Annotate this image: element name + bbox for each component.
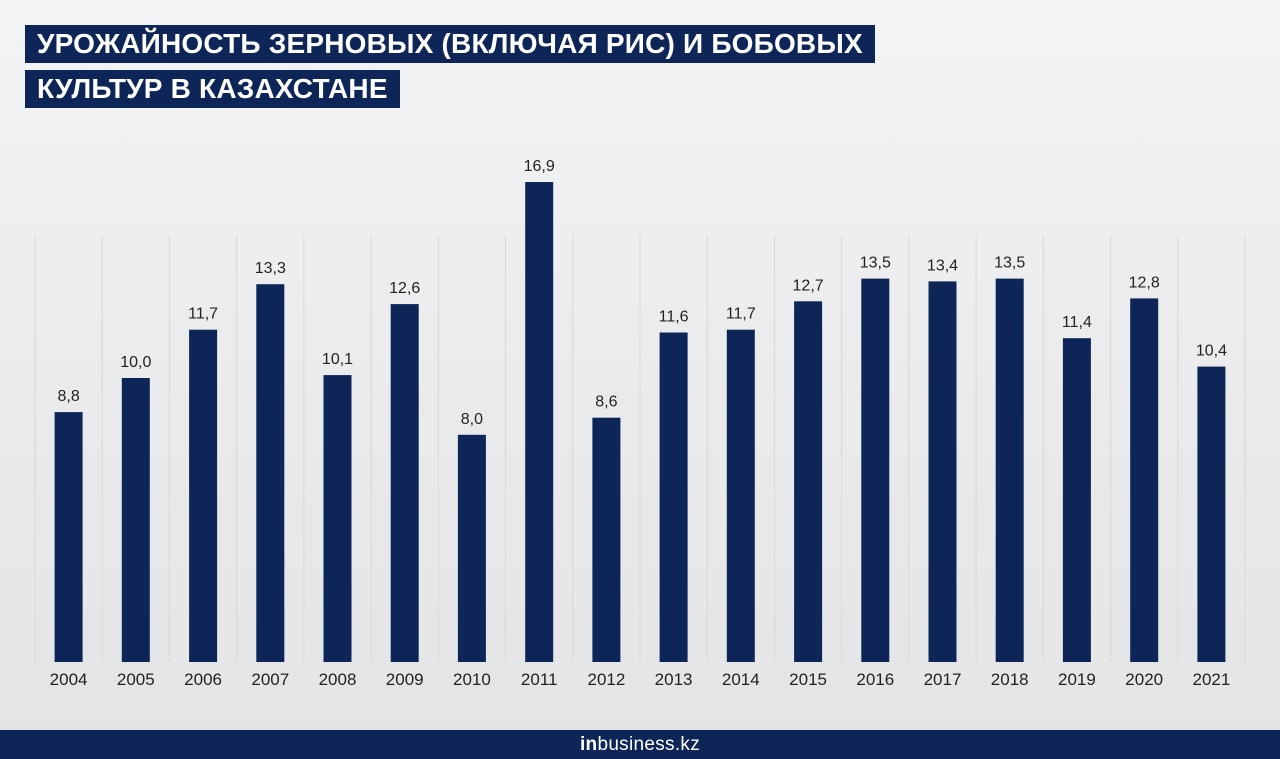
category-labels: 2004 2005 2006 2007 2008 2009 2010 2011 2012 2013… xyxy=(50,670,1231,689)
bar-2008 xyxy=(323,375,352,662)
bar-2006 xyxy=(189,329,218,662)
value-labels: 8,8 10,0 11,7 13,3 10,1 12,6 8,0 16,9 8,6 11,6 11,… xyxy=(57,158,1227,428)
title-line-1: УРОЖАЙНОСТЬ ЗЕРНОВЫХ (ВКЛЮЧАЯ РИС) И БОБ… xyxy=(25,25,875,63)
bar-2012 xyxy=(592,417,621,662)
category-label-2012: 2012 xyxy=(587,670,625,689)
value-label-2008: 10,1 xyxy=(322,351,353,368)
value-label-2011: 16,9 xyxy=(524,158,555,175)
value-label-2013: 11,6 xyxy=(659,309,689,326)
footer-bar: inbusiness.kz xyxy=(0,730,1280,759)
category-label-2016: 2016 xyxy=(856,670,894,689)
brand-logo: inbusiness.kz xyxy=(580,734,700,756)
bar-2018 xyxy=(995,278,1024,662)
bar-2013 xyxy=(659,332,688,662)
bar-2021 xyxy=(1197,366,1226,662)
value-label-2019: 11,4 xyxy=(1062,314,1092,331)
value-label-2010: 8,0 xyxy=(461,411,483,428)
category-label-2007: 2007 xyxy=(251,670,289,689)
bar-2015 xyxy=(794,301,823,662)
value-label-2015: 12,7 xyxy=(793,277,824,294)
value-label-2014: 11,7 xyxy=(726,306,756,323)
bar-2005 xyxy=(121,378,150,662)
category-label-2018: 2018 xyxy=(991,670,1029,689)
bar-2019 xyxy=(1062,338,1091,662)
value-label-2018: 13,5 xyxy=(994,255,1025,272)
category-label-2019: 2019 xyxy=(1058,670,1096,689)
bar-2009 xyxy=(390,304,419,662)
bars xyxy=(54,182,1226,662)
bar-2011 xyxy=(525,182,554,662)
brand-name: business.kz xyxy=(597,733,701,755)
value-label-2021: 10,4 xyxy=(1196,343,1227,360)
category-label-2004: 2004 xyxy=(50,670,88,689)
category-label-2013: 2013 xyxy=(655,670,693,689)
bar-2004 xyxy=(54,412,83,662)
value-label-2005: 10,0 xyxy=(120,354,151,371)
value-label-2006: 11,7 xyxy=(188,306,218,323)
category-label-2008: 2008 xyxy=(319,670,357,689)
brand-prefix: in xyxy=(579,733,598,755)
column-separators xyxy=(34,235,1246,662)
value-label-2009: 12,6 xyxy=(389,280,420,297)
bar-2010 xyxy=(457,434,486,662)
title-line-2: КУЛЬТУР В КАЗАХСТАНЕ xyxy=(25,70,400,108)
bar-2014 xyxy=(726,329,755,662)
value-label-2012: 8,6 xyxy=(595,394,617,411)
category-label-2009: 2009 xyxy=(386,670,424,689)
bar-2016 xyxy=(861,278,890,662)
value-label-2017: 13,4 xyxy=(927,257,958,274)
bar-chart: 8,8 10,0 11,7 13,3 10,1 12,6 8,0 16,9 8,6 11,6 11,… xyxy=(34,158,1246,689)
category-label-2021: 2021 xyxy=(1192,670,1230,689)
bar-2017 xyxy=(928,281,957,662)
category-label-2006: 2006 xyxy=(184,670,222,689)
bar-2020 xyxy=(1130,298,1159,662)
category-label-2010: 2010 xyxy=(453,670,491,689)
category-label-2020: 2020 xyxy=(1125,670,1163,689)
value-label-2020: 12,8 xyxy=(1129,274,1160,291)
value-label-2016: 13,5 xyxy=(860,255,891,272)
category-label-2014: 2014 xyxy=(722,670,760,689)
value-label-2007: 13,3 xyxy=(255,260,286,277)
category-label-2015: 2015 xyxy=(789,670,827,689)
category-label-2017: 2017 xyxy=(924,670,962,689)
category-label-2005: 2005 xyxy=(117,670,155,689)
bar-2007 xyxy=(256,284,285,662)
category-label-2011: 2011 xyxy=(521,670,558,689)
value-label-2004: 8,8 xyxy=(57,388,79,405)
